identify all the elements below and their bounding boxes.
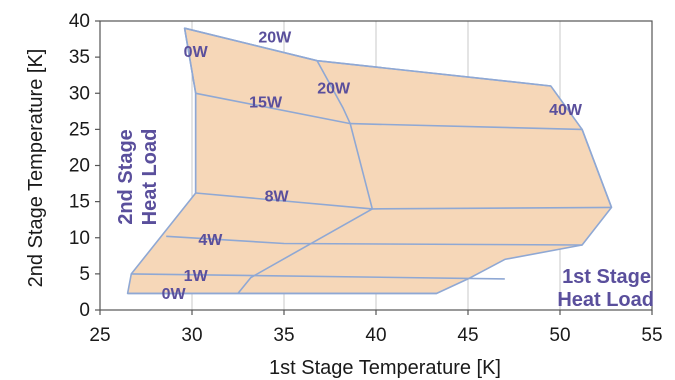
y-tick-label-40: 40: [69, 11, 90, 32]
first-stage-label-line1: 1st Stage: [562, 266, 651, 288]
load-label-0W-8: 0W: [162, 286, 187, 303]
load-label-15W-3: 15W: [249, 95, 283, 112]
load-label-20W-1: 20W: [258, 30, 292, 47]
first-stage-load-curve-40W: [581, 129, 613, 208]
y-tick-label-5: 5: [79, 264, 90, 285]
y-tick-label-0: 0: [79, 300, 90, 321]
x-tick-label-35: 35: [273, 325, 294, 346]
second-stage-load-curve-20W: [184, 27, 551, 87]
load-label-40W-4: 40W: [549, 102, 583, 119]
x-tick-label-55: 55: [641, 325, 662, 346]
second-stage-load-curve-1W: [131, 273, 505, 280]
second-stage-load-curve-15W: [195, 92, 583, 131]
load-curves: [127, 27, 613, 295]
first-stage-label-line2: Heat Load: [557, 289, 654, 311]
y-tick-label-15: 15: [69, 192, 90, 213]
axes: 25 30 35 40 45 50 55 0 5 10 15 20 25 30 35 40: [69, 11, 663, 346]
second-stage-label-line1: 2nd Stage: [115, 129, 137, 225]
x-tick-label-45: 45: [457, 325, 478, 346]
x-axis-title: 1st Stage Temperature [K]: [269, 357, 501, 379]
x-tick-label-25: 25: [89, 325, 110, 346]
load-label-1W-7: 1W: [184, 268, 209, 285]
y-tick-label-10: 10: [69, 228, 90, 249]
load-label-8W-5: 8W: [265, 189, 290, 206]
load-label-4W-6: 4W: [198, 232, 223, 249]
x-tick-label-30: 30: [181, 325, 202, 346]
y-axis-title: 2nd Stage Temperature [K]: [25, 49, 47, 288]
y-tick-label-30: 30: [69, 83, 90, 104]
y-tick-label-35: 35: [69, 47, 90, 68]
first-stage-load-curve-segment-0: [237, 208, 373, 294]
second-stage-load-curve-4W: [166, 235, 583, 246]
second-stage-label-line2: Heat Load: [139, 129, 161, 226]
x-tick-label-40: 40: [365, 325, 386, 346]
operating-region: [126, 27, 613, 295]
first-stage-load-curve-20W: [316, 60, 374, 210]
load-label-0W-0: 0W: [184, 44, 209, 61]
y-tick-label-25: 25: [69, 119, 90, 140]
y-tick-label-20: 20: [69, 156, 90, 177]
load-label-20W-2: 20W: [317, 80, 351, 97]
x-tick-label-50: 50: [549, 325, 570, 346]
operating-region-area: [126, 27, 613, 295]
